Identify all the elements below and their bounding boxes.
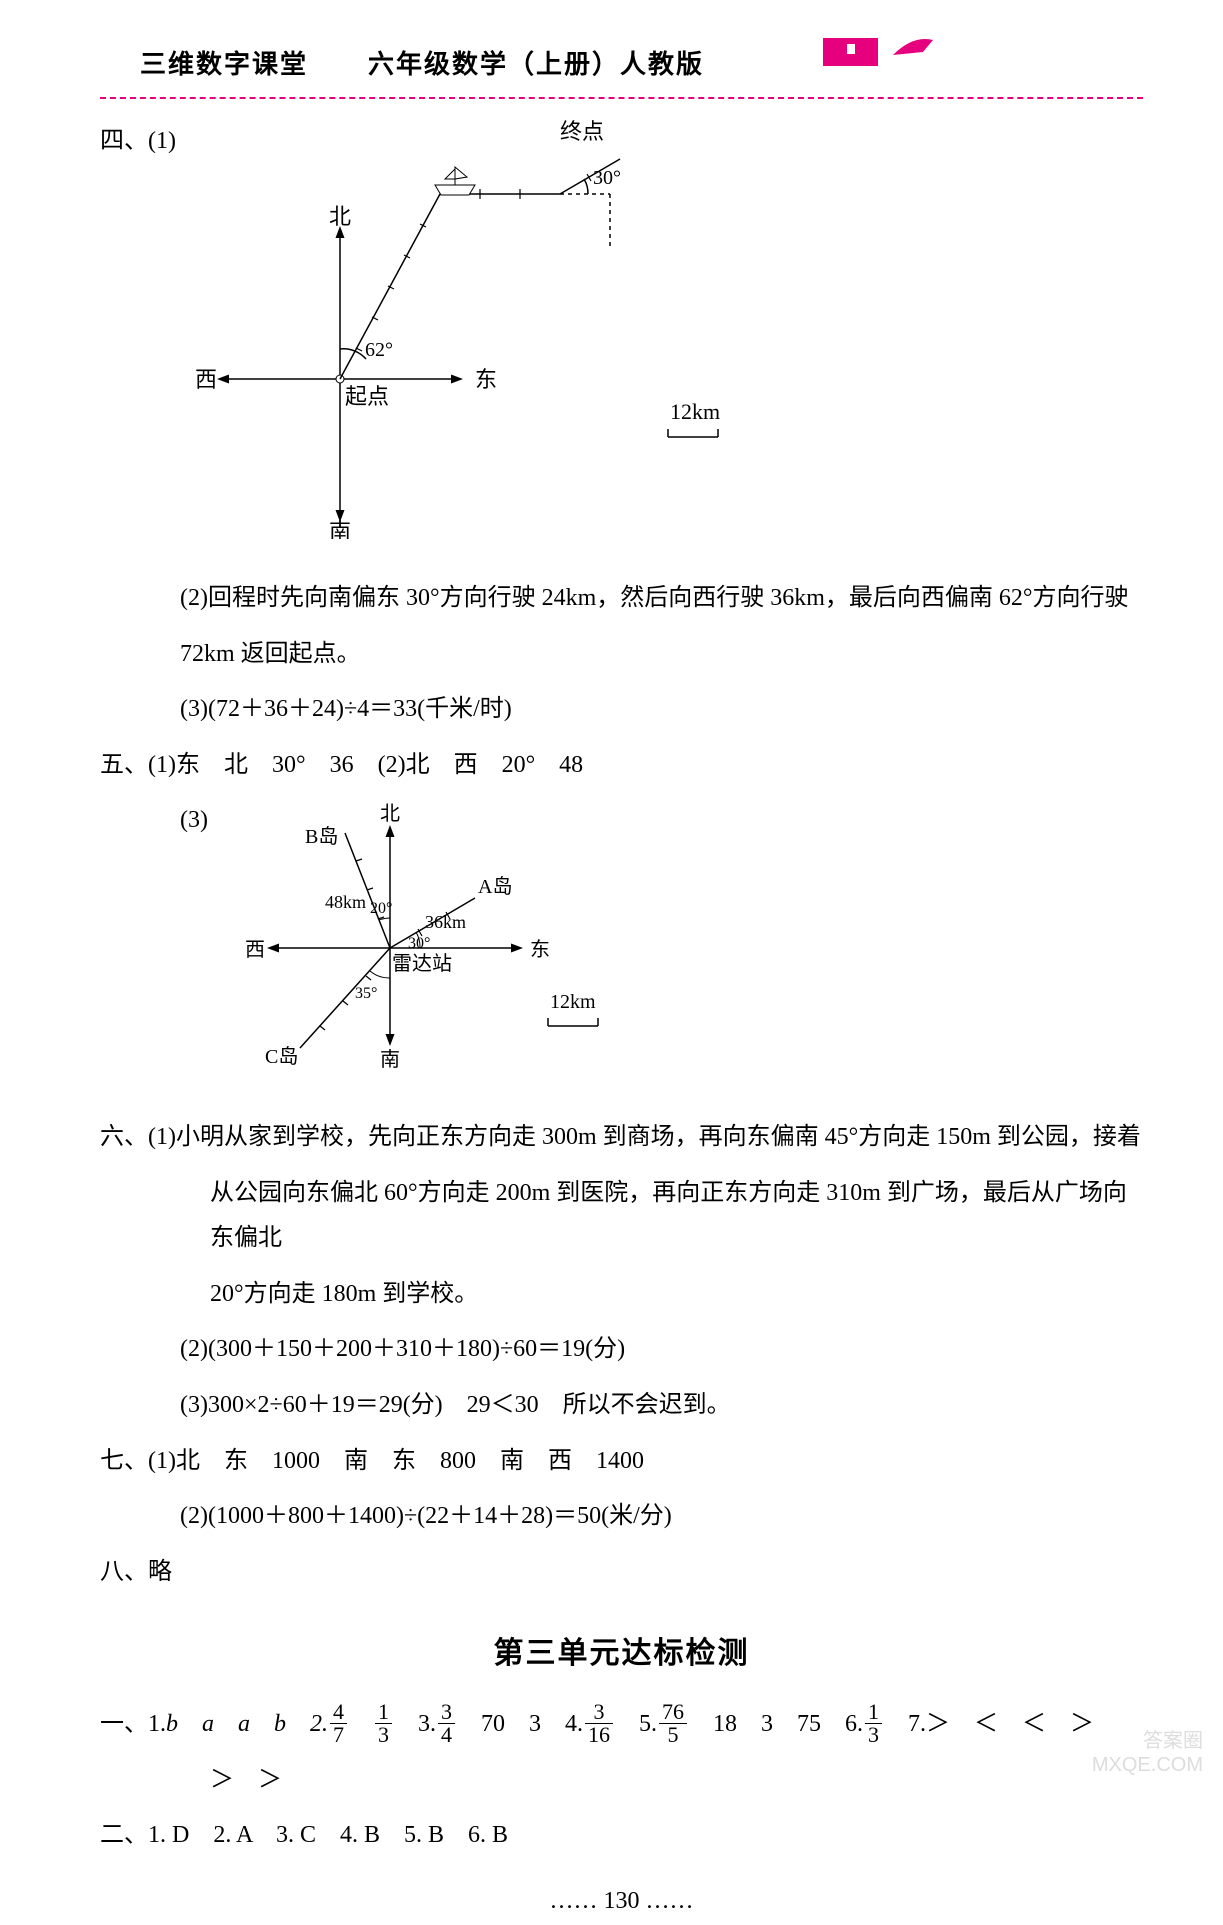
q1-line2: ＞ ＞ bbox=[100, 1758, 1143, 1804]
unit-3-title: 第三单元达标检测 bbox=[100, 1625, 1143, 1682]
svg-text:12km: 12km bbox=[670, 399, 720, 424]
q1-prefix: 一、1. bbox=[100, 1702, 166, 1748]
page-number: …… 130 …… bbox=[100, 1879, 1143, 1925]
svg-text:12km: 12km bbox=[550, 991, 596, 1013]
svg-text:30°: 30° bbox=[408, 935, 430, 952]
frac-3-16: 316 bbox=[585, 1701, 613, 1746]
scale-bar-2: 12km bbox=[548, 991, 598, 1026]
nav-diagram-1: 北 南 东 西 起点 bbox=[190, 119, 890, 539]
frac-76-5: 765 bbox=[659, 1701, 687, 1746]
q1-s4: 5. bbox=[615, 1702, 657, 1748]
q2-line1: 二、1. D 2. A 3. C 4. B 5. B 6. B bbox=[100, 1813, 1143, 1859]
q1-s3: 70 3 4. bbox=[457, 1702, 583, 1748]
section-4: 四、(1) 北 南 东 西 起点 bbox=[100, 119, 1143, 566]
section-6-line1b: 从公园向东偏北 60°方向走 200m 到医院，再向正东方向走 310m 到广场… bbox=[100, 1171, 1143, 1262]
svg-text:东: 东 bbox=[530, 938, 550, 961]
svg-text:北: 北 bbox=[380, 802, 400, 825]
frac-4-7: 47 bbox=[330, 1701, 347, 1746]
watermark: 答案圈 MXQE.COM bbox=[1092, 1729, 1203, 1777]
section-4-line2b: 72km 返回起点。 bbox=[100, 632, 1143, 678]
section-5-diagram: 北 南 东 西 雷达站 A岛 36km 30° B岛 48km bbox=[230, 798, 730, 1095]
section-5-line1: 五、(1)东 北 30° 36 (2)北 西 20° 48 bbox=[100, 743, 1143, 789]
svg-text:36km: 36km bbox=[425, 912, 466, 932]
svg-text:35°: 35° bbox=[355, 985, 377, 1002]
compass-w: 西 bbox=[195, 367, 217, 392]
angle-62: 62° bbox=[365, 339, 393, 361]
section-7-line2: (2)(1000＋800＋1400)÷(22＋14＋28)＝50(米/分) bbox=[100, 1494, 1143, 1540]
section-4-diagram: 北 南 东 西 起点 bbox=[190, 119, 890, 556]
compass-e: 东 bbox=[475, 367, 497, 392]
section-6-line3: (3)300×2÷60＋19＝29(分) 29＜30 所以不会迟到。 bbox=[100, 1383, 1143, 1429]
section-5-3: (3) 北 南 东 西 雷达站 bbox=[100, 798, 1143, 1105]
section-6-line1: 六、(1)小明从家到学校，先向正东方向走 300m 到商场，再向东偏南 45°方… bbox=[100, 1115, 1143, 1161]
q1-s5: 18 3 75 6. bbox=[689, 1702, 863, 1748]
section-6-line1c: 20°方向走 180m 到学校。 bbox=[100, 1272, 1143, 1318]
q1-s1: b a a b 2. bbox=[166, 1702, 328, 1748]
header-left: 三维数字课堂 bbox=[140, 40, 308, 89]
scale-bar-1: 12km bbox=[668, 399, 720, 437]
section-4-label: 四、(1) bbox=[100, 119, 190, 165]
section-4-line2: (2)回程时先向南偏东 30°方向行驶 24km，然后向西行驶 36km，最后向… bbox=[100, 576, 1143, 622]
c-island: C岛 bbox=[265, 1045, 298, 1068]
a-island: A岛 bbox=[478, 875, 512, 898]
section-5-label3: (3) bbox=[180, 798, 230, 844]
section-7-line1: 七、(1)北 东 1000 南 东 800 南 西 1400 bbox=[100, 1439, 1143, 1485]
compass-s: 南 bbox=[329, 519, 351, 539]
q1-s2: 3. bbox=[394, 1702, 436, 1748]
svg-text:西: 西 bbox=[245, 939, 265, 961]
compass-n: 北 bbox=[329, 204, 351, 229]
svg-text:48km: 48km bbox=[325, 892, 366, 912]
header-decoration bbox=[823, 30, 943, 87]
q1-line1: 一、1. b a a b 2. 47 13 3. 34 70 3 4. 316 … bbox=[100, 1702, 1143, 1748]
header-right: 六年级数学（上册）人教版 bbox=[368, 40, 704, 89]
section-6-line2: (2)(300＋150＋200＋310＋180)÷60＝19(分) bbox=[100, 1327, 1143, 1373]
end-label: 终点 bbox=[560, 119, 604, 144]
radar-diagram: 北 南 东 西 雷达站 A岛 36km 30° B岛 48km bbox=[230, 798, 730, 1078]
page-header: 三维数字课堂 六年级数学（上册）人教版 bbox=[100, 40, 1143, 99]
b-island: B岛 bbox=[305, 825, 338, 848]
angle-30: 30° bbox=[593, 167, 621, 189]
ship-icon bbox=[435, 167, 475, 195]
origin-label: 起点 bbox=[345, 384, 389, 409]
svg-text:南: 南 bbox=[380, 1048, 400, 1071]
section-4-line3: (3)(72＋36＋24)÷4＝33(千米/时) bbox=[100, 687, 1143, 733]
section-8: 八、略 bbox=[100, 1550, 1143, 1596]
frac-1-3b: 13 bbox=[865, 1701, 882, 1746]
svg-text:20°: 20° bbox=[370, 900, 392, 917]
q1-s6: 7.＞ ＜ ＜ ＞ bbox=[884, 1702, 1094, 1748]
radar-center: 雷达站 bbox=[392, 952, 452, 975]
frac-1-3a: 13 bbox=[375, 1701, 392, 1746]
frac-3-4: 34 bbox=[438, 1701, 455, 1746]
